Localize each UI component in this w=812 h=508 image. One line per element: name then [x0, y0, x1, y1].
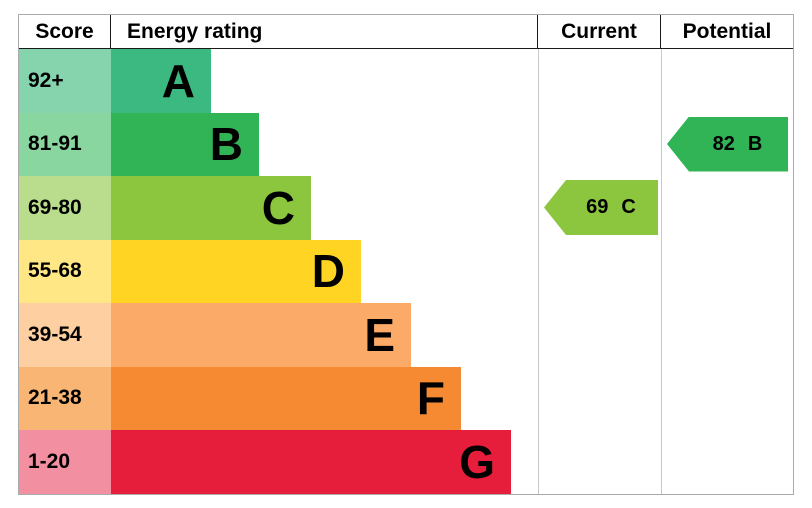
band-row-a: 92+ A [19, 49, 793, 113]
band-row-d: 55-68 D [19, 239, 793, 303]
score-range-f: 21-38 [19, 366, 111, 430]
header-score: Score [19, 15, 111, 48]
header-energy-rating: Energy rating [111, 15, 538, 48]
potential-band-letter: B [747, 132, 763, 155]
chart-body: 92+ A 81-91 B 69-80 C 55-68 D 39-54 [19, 49, 793, 494]
current-rating-arrow: 69 C [544, 180, 658, 235]
current-score-value: 69 [586, 196, 609, 218]
score-range-c: 69-80 [19, 176, 111, 240]
band-letter-a: A [161, 54, 195, 107]
score-range-b: 81-91 [19, 112, 111, 176]
band-letter-f: F [416, 372, 445, 425]
current-column-divider [538, 49, 539, 494]
band-bar-c: C [111, 176, 311, 240]
band-letter-d: D [311, 245, 345, 298]
band-row-b: 81-91 B [19, 112, 793, 176]
band-row-e: 39-54 E [19, 303, 793, 367]
band-bar-d: D [111, 239, 361, 303]
band-bar-e: E [111, 303, 411, 367]
band-row-g: 1-20 G [19, 430, 793, 494]
header-current: Current [538, 15, 661, 48]
epc-rating-chart: Score Energy rating Current Potential 92… [18, 14, 794, 495]
band-row-c: 69-80 C [19, 176, 793, 240]
score-range-d: 55-68 [19, 239, 111, 303]
band-bar-b: B [111, 112, 259, 176]
band-bar-g: G [111, 430, 511, 494]
band-letter-e: E [364, 308, 395, 361]
score-range-a: 92+ [19, 49, 111, 113]
band-letter-b: B [209, 118, 243, 171]
score-range-e: 39-54 [19, 303, 111, 367]
score-range-g: 1-20 [19, 430, 111, 494]
potential-rating-arrow: 82 B [667, 116, 788, 172]
potential-score-value: 82 [712, 132, 735, 155]
current-band-letter: C [621, 196, 636, 218]
band-letter-c: C [261, 181, 295, 234]
potential-column-divider [661, 49, 662, 494]
band-letter-g: G [459, 435, 495, 488]
header-potential: Potential [682, 19, 772, 43]
band-bar-a: A [111, 49, 211, 113]
chart-header: Score Energy rating Current Potential [19, 15, 793, 49]
band-row-f: 21-38 F [19, 366, 793, 430]
band-bar-f: F [111, 366, 461, 430]
